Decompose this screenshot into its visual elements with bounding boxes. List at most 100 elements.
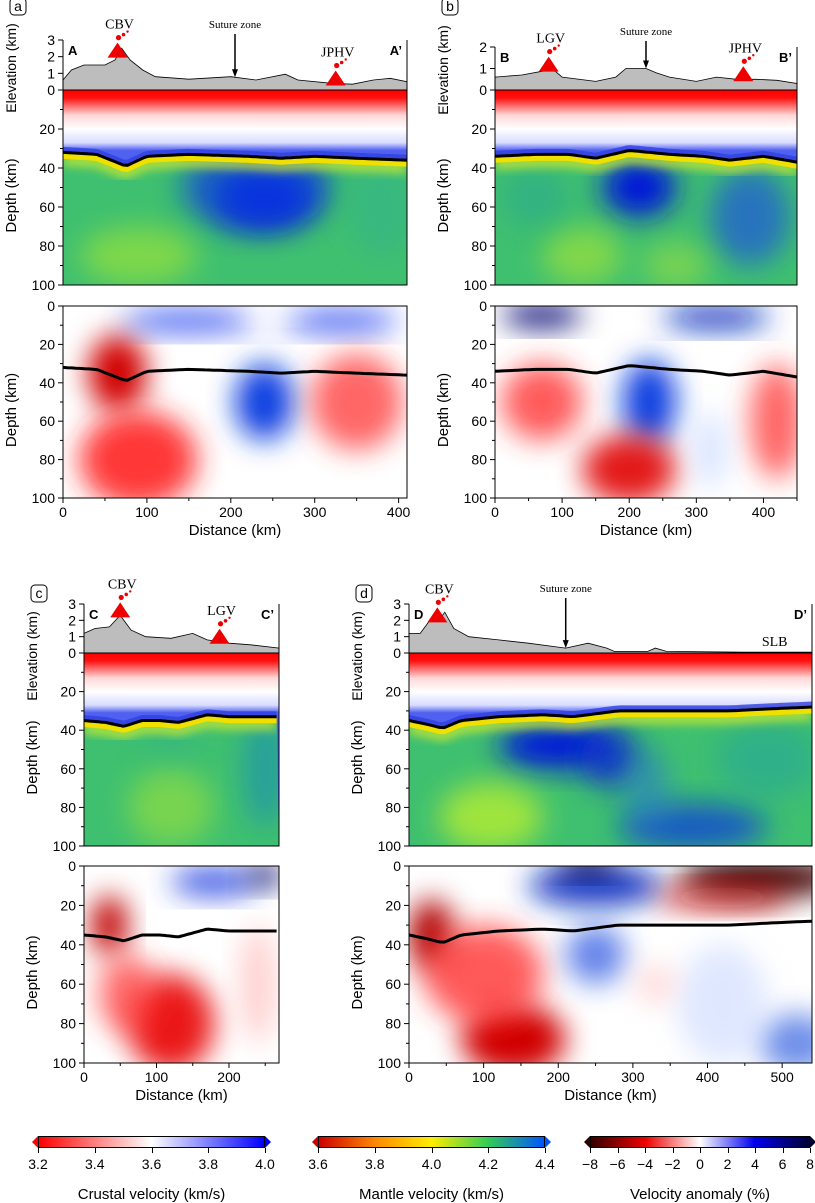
distance-tick-label: 400 [387,504,411,520]
elevation-tick-label: 0 [393,645,401,661]
colorbar-tick [208,1148,210,1153]
velocity-anomaly-blob [565,925,626,985]
colorbar-tick [265,1148,266,1153]
depth-tick-label: 100 [53,838,77,854]
eruption-dot [547,48,553,55]
colorbar-tick-label: 4.0 [421,1156,442,1172]
colorbar-tick [545,1148,546,1153]
elevation-tick-label: 1 [479,61,487,77]
panel-label-box [9,0,27,16]
depth-tick-label: 40 [471,160,487,176]
depth-tick-label: 40 [385,722,401,738]
velocity-anomaly-blob [692,411,727,489]
colorbar-tick-label: 3.8 [365,1156,385,1172]
depth-tick-label: 20 [39,121,55,137]
velocity-anomaly-blob [121,309,256,333]
depth-tick-label: 0 [47,298,55,314]
distance-tick-label: 0 [405,1069,413,1085]
colorbar-title: Mantle velocity (km/s) [358,1186,505,1203]
velocity-anomaly-blob [642,242,710,285]
velocity-anomaly-blob [79,411,198,498]
velocity-anomaly-blob [170,867,258,896]
velocity-anomaly-blob [98,954,157,1034]
elevation-axis-title: Elevation (km) [24,611,40,700]
depth-tick-label: 100 [378,838,402,854]
colorbar-tick-label: 3.2 [28,1156,48,1172]
velocity-anomaly-blob [602,158,677,217]
elevation-tick-label: 2 [479,39,487,55]
eruption-dot [747,56,752,61]
colorbar-tick [810,1148,811,1153]
colorbar-tick-label: 2 [723,1156,732,1172]
depth-tick-label: 60 [60,976,76,992]
panel-b: b 0 1 2B B’ LGV JPHV Suture zone Elevation (km) 2… [435,0,798,539]
colorbar-tick-label: −6 [609,1156,626,1172]
colorbar-low-triangle [32,1136,38,1148]
elevation-axis-title: Elevation (km) [435,25,451,114]
depth-tick-label: 80 [385,1016,401,1032]
depth-tick-label: 100 [378,1055,402,1071]
depth-tick-label: 80 [60,1016,76,1032]
topography-profile [408,611,813,654]
depth-tick-label: 20 [385,684,401,700]
profile-start-label: D [414,607,423,622]
velocity-anomaly-blob [239,925,277,1044]
velocity-anomaly-blob [558,866,618,876]
velocity-anomaly-blob [528,866,663,906]
colorbar-crustal-velocity: 3.2 3.4 3.6 3.8 4.0 Crustal velocity (km/s) [28,1136,275,1203]
moho-transition-band [495,150,797,169]
topography-profile [83,614,280,654]
velocity-anomaly-blob [79,226,198,285]
elevation-tick-label: 2 [68,612,76,628]
depth-tick-label: 100 [32,277,56,293]
velocity-section [63,90,407,285]
profile-end-label: D’ [794,607,807,622]
depth-tick-label: 0 [479,298,487,314]
distance-axis-title: Distance (km) [189,522,282,539]
eruption-dot [126,30,129,33]
moho-transition-band [63,146,407,165]
velocity-anomaly-blob [625,749,671,827]
profile-start-label: A [68,43,78,58]
velocity-anomaly-blob [636,964,674,1004]
colorbar-tick-label: 0 [696,1156,704,1172]
suture-zone-label: Suture zone [620,26,672,38]
colorbar-tick [672,1148,674,1153]
volcano-icon [427,607,448,623]
colorbar-tick [38,1148,39,1153]
elevation-tick-label: 1 [393,629,401,645]
depth-tick-label: 100 [53,1055,77,1071]
depth-tick-label: 60 [60,761,76,777]
colorbar-tick [755,1148,756,1153]
distance-tick-label: 0 [80,1069,88,1085]
velocity-section [84,653,279,846]
distance-tick-label: 400 [752,504,776,520]
colorbar-gradient [318,1136,545,1148]
colorbar-tick [727,1148,729,1153]
volcano-icon [209,628,230,644]
moho-transition-band [409,701,812,728]
depth-tick-label: 20 [385,897,401,913]
velocity-anomaly-blob [709,168,791,266]
profile-start-label: C [89,607,99,622]
depth-axis-title: Depth (km) [24,935,41,1009]
velocity-anomaly-blob [541,226,623,285]
moho-transition-band [495,153,797,175]
volcano-label: LGV [536,32,565,47]
topography-profile [62,47,408,91]
depth-tick-label: 60 [471,413,487,429]
colorbar-title: Crustal velocity (km/s) [77,1186,226,1203]
elevation-tick-label: 3 [393,596,401,612]
colorbar-tick [700,1148,701,1153]
distance-tick-label: 200 [618,504,642,520]
colorbar-tick-label: −4 [637,1156,653,1172]
velocity-anomaly-blob [677,944,768,1063]
depth-tick-label: 80 [39,238,55,254]
velocity-anomaly-blob [501,306,583,328]
distance-axis-title: Distance (km) [600,522,693,539]
depth-axis-title: Depth (km) [3,158,20,232]
colorbar-tick-label: −8 [582,1156,598,1172]
eruption-dot [446,595,449,598]
